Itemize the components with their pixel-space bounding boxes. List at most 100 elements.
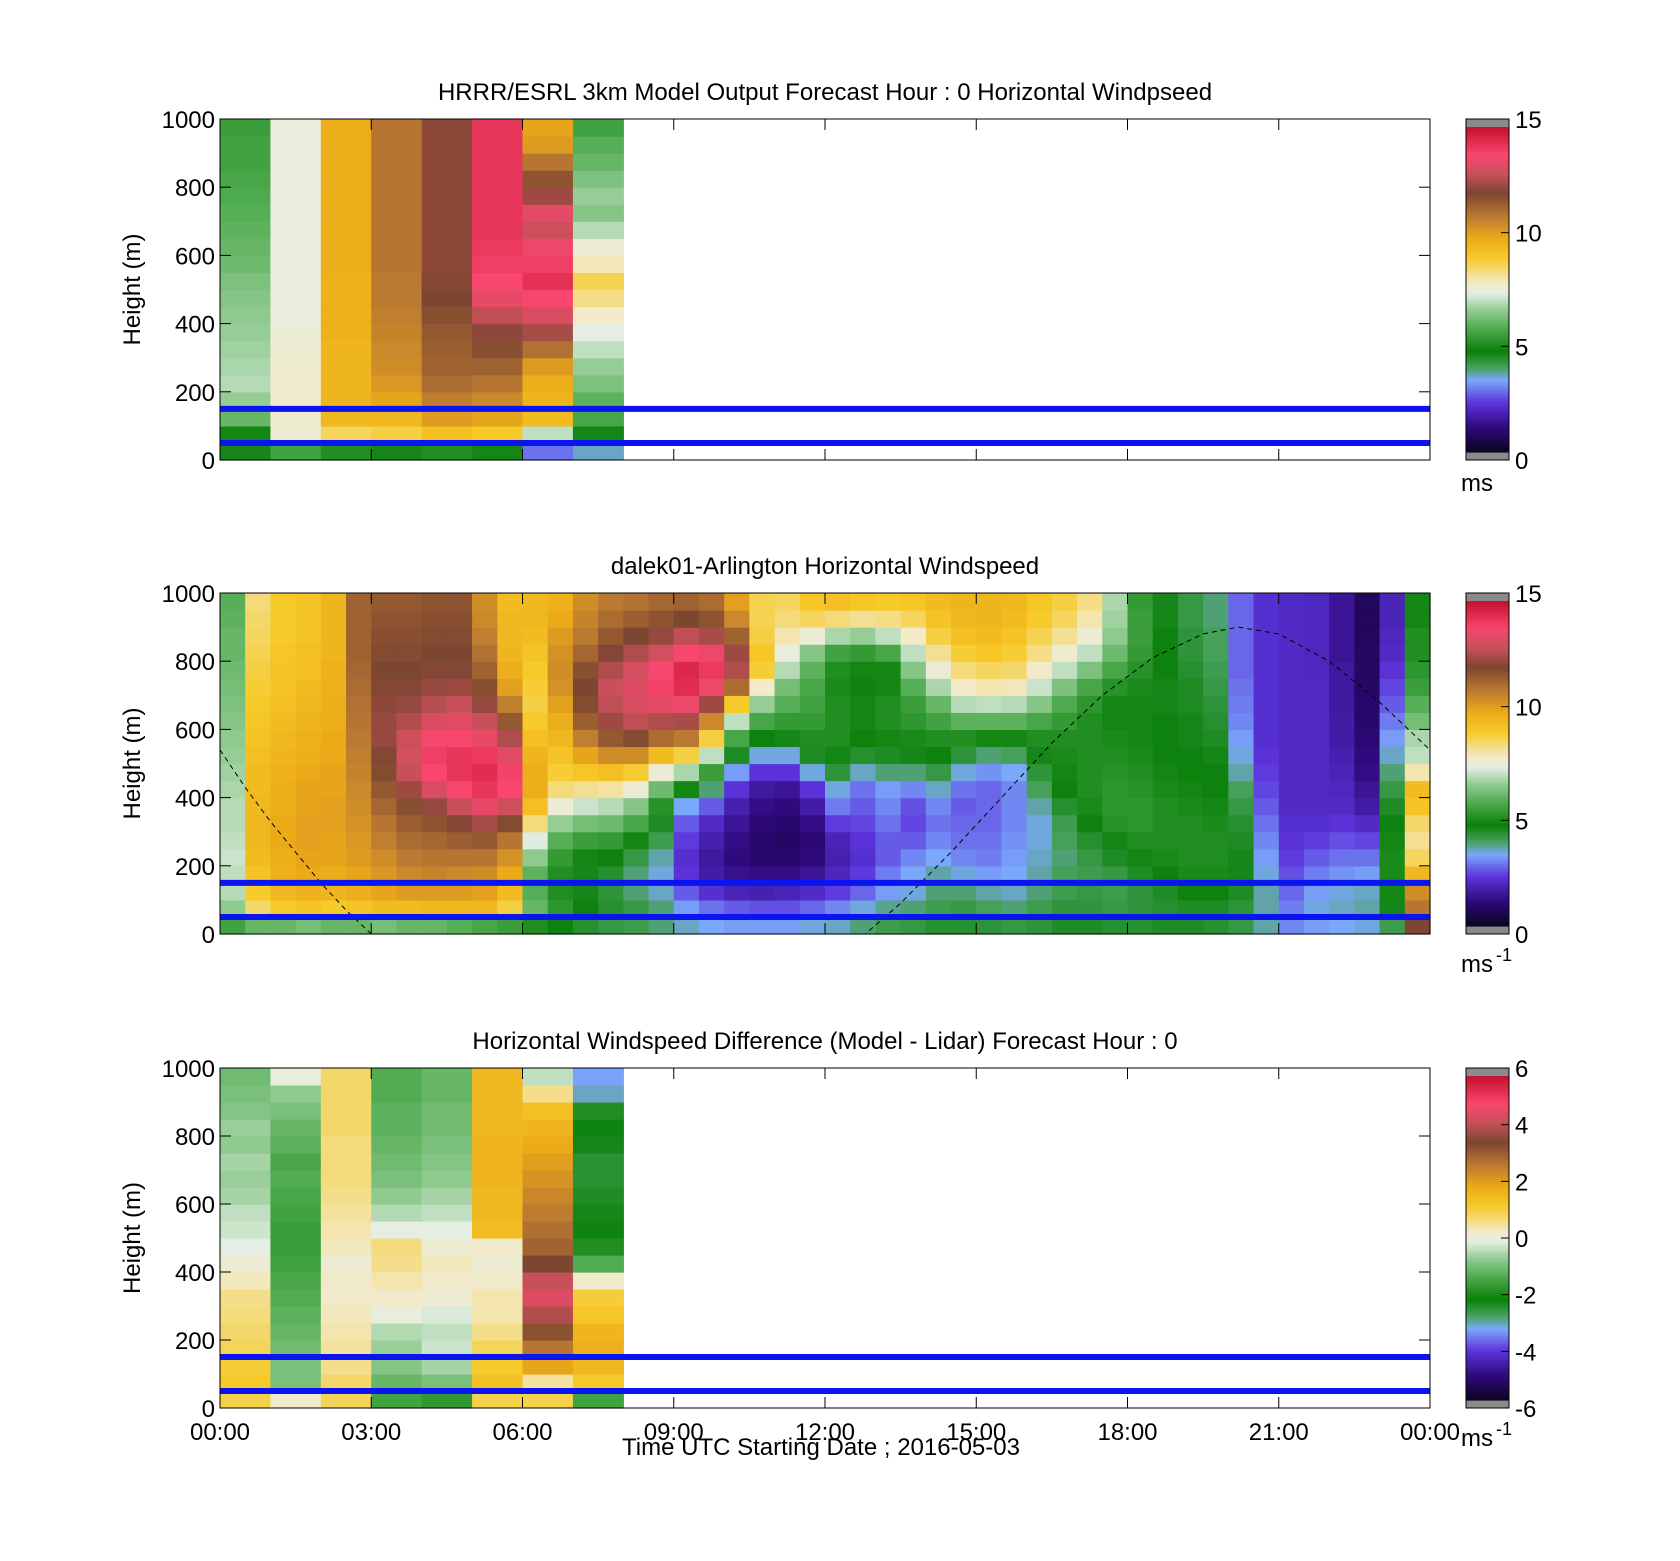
heatmap-cell [346,916,372,935]
heatmap-cell [850,729,877,748]
colorbar-swatch [1466,647,1509,651]
heatmap-cell [1329,831,1355,850]
heatmap-cell [1152,746,1179,765]
heatmap-cell [925,814,952,833]
heatmap-cell [220,408,272,427]
heatmap-cell [421,763,448,782]
heatmap-cell [698,865,725,884]
heatmap-cell [220,1102,272,1120]
heatmap-cell [421,323,473,342]
colorbar-swatch [1466,1162,1509,1166]
colorbar-swatch [1466,801,1509,805]
heatmap-cell [749,695,776,713]
heatmap-cell [421,627,448,645]
heatmap-cell [1379,916,1406,935]
heatmap-cell [220,814,246,833]
heatmap-cell [1127,882,1154,901]
heatmap-cell [900,797,927,816]
heatmap-cell [245,678,272,696]
heatmap-cell [421,848,448,867]
heatmap-cell [598,661,624,679]
heatmap-cell [547,763,574,782]
heatmap-cell [421,746,448,765]
heatmap-cell [220,1357,272,1375]
colorbar-swatch [1466,649,1509,654]
heatmap-cell [1354,695,1381,713]
heatmap-cell [1203,610,1229,628]
heatmap-cell [472,1119,524,1137]
heatmap-cell [1203,780,1229,799]
colorbar-swatch [1466,183,1509,188]
colorbar-swatch [1466,785,1509,789]
colorbar-swatch [1466,861,1509,865]
heatmap-cell [900,865,927,884]
heatmap-cell [1329,729,1355,748]
heatmap-cell [421,136,473,154]
colorbar-swatch [1466,1362,1509,1366]
heatmap-cell [572,746,599,765]
heatmap-cell [900,712,927,730]
heatmap-cell [220,204,272,222]
heatmap-cell [1152,593,1179,611]
heatmap-cell [648,678,675,696]
heatmap-cell [497,593,524,611]
heatmap-cell [270,729,297,748]
colorbar-swatch [1466,343,1509,347]
heatmap-cell [270,1238,322,1256]
heatmap-cell [522,780,549,799]
heatmap-cell [547,780,574,799]
heatmap-cell [472,408,524,427]
heatmap-cell [1152,797,1179,816]
heatmap-cell [1253,695,1280,713]
heatmap-cell [1303,797,1330,816]
colorbar-swatch [1466,1340,1509,1344]
heatmap-cell [371,695,398,713]
y-axis-label: Height (m) [119,1182,146,1294]
heatmap-cell [220,221,272,239]
heatmap-cell [295,661,322,679]
heatmap-cell [1253,746,1280,765]
heatmap-cell [698,899,725,918]
colorbar-swatch [1466,871,1509,876]
heatmap-cell [951,899,977,918]
colorbar-swatch [1466,1111,1509,1115]
heatmap-cell [497,661,524,679]
heatmap-cell [724,814,750,833]
heatmap-cell [295,627,322,645]
heatmap-cell [724,678,750,696]
colorbar-swatch [1466,1381,1509,1385]
heatmap-cell [698,763,725,782]
heatmap-cell [446,712,473,730]
heatmap-cell [1026,593,1053,611]
heatmap-cell [245,814,272,833]
heatmap-cell [320,119,372,137]
heatmap-cell [1026,899,1053,918]
heatmap-cell [951,848,977,867]
heatmap-cell [951,610,977,628]
heatmap-cell [1379,814,1406,833]
heatmap-cell [472,442,524,461]
colorbar-swatch [1466,709,1509,713]
heatmap-cell [1177,865,1204,884]
panel-title: dalek01-Arlington Horizontal Windspeed [611,553,1039,580]
heatmap-cell [1354,746,1381,765]
heatmap-cell [371,1170,423,1188]
heatmap-cell [1329,644,1355,662]
heatmap-cell [270,408,322,427]
heatmap-cell [1228,610,1255,628]
heatmap-cell [220,1255,272,1273]
heatmap-cell [1152,661,1179,679]
heatmap-cell [472,221,524,239]
colorbar-swatch [1466,370,1509,375]
heatmap-cell [1127,865,1154,884]
heatmap-cell [698,678,725,696]
heatmap-cell [1253,831,1280,850]
heatmap-cell [547,644,574,662]
heatmap-cell [1278,763,1305,782]
heatmap-cell [1177,695,1204,713]
colorbar-swatch [1466,663,1509,667]
heatmap-cell [900,661,927,679]
heatmap-cell [220,661,246,679]
heatmap-cell [472,323,524,342]
heatmap-cell [522,391,574,410]
